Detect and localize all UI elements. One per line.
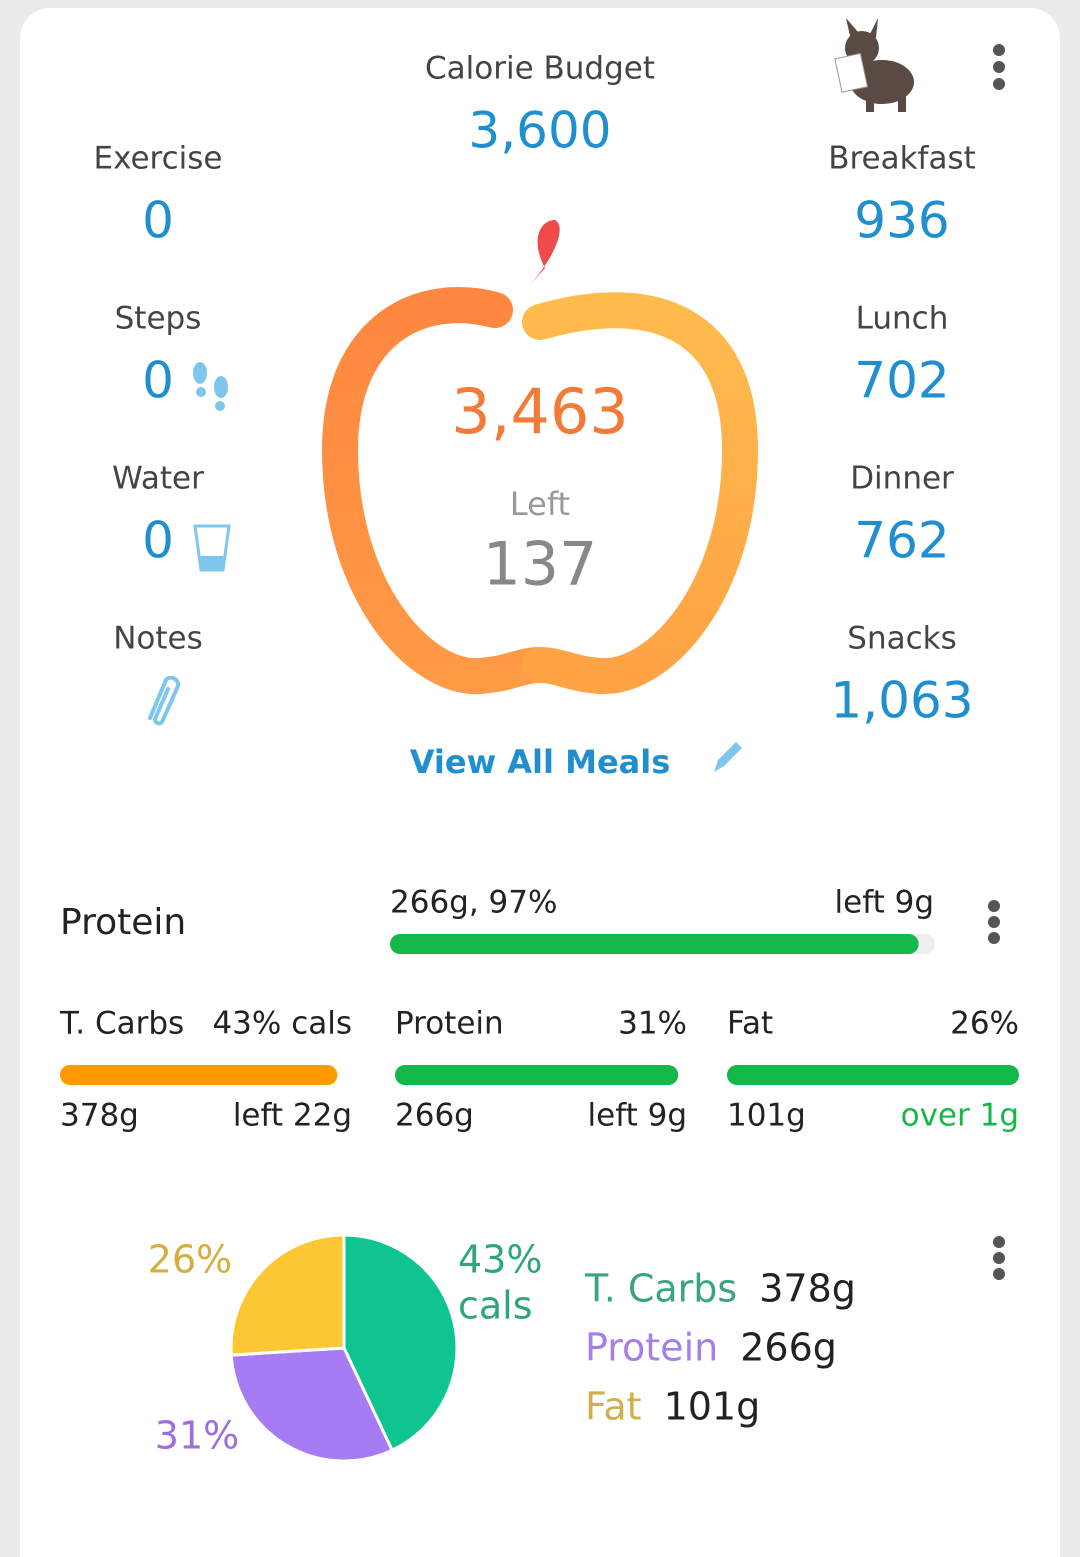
snacks-label: Snacks bbox=[847, 621, 956, 657]
goal-amount: 266g, 97% bbox=[390, 885, 557, 921]
fat-slice-label: 26% bbox=[148, 1238, 232, 1282]
carbs-slice-label: 43% bbox=[458, 1238, 542, 1282]
view-all-link[interactable]: View All Meals bbox=[410, 743, 671, 781]
legend-name: T. Carbs bbox=[584, 1267, 737, 1311]
protein-share: 31% bbox=[618, 1006, 687, 1042]
edit-icon[interactable] bbox=[714, 742, 742, 772]
fat-amount: 101g bbox=[727, 1098, 806, 1134]
protein-amount: 266g bbox=[395, 1098, 474, 1134]
apple-left bbox=[321, 287, 558, 695]
legend-amount: 378g bbox=[759, 1267, 856, 1311]
apple-gauge bbox=[321, 220, 759, 695]
notes-icon bbox=[148, 675, 181, 726]
goal-menu[interactable] bbox=[988, 900, 1000, 944]
carbs-slice-unit: cals bbox=[458, 1284, 533, 1328]
water[interactable]: Water 0 bbox=[112, 461, 231, 572]
pie-menu[interactable] bbox=[993, 1236, 1005, 1280]
lunch-label: Lunch bbox=[856, 301, 949, 337]
carbs-remaining: left 22g bbox=[233, 1098, 352, 1134]
legend-name: Protein bbox=[585, 1326, 718, 1370]
legend-amount: 266g bbox=[740, 1326, 837, 1370]
fat-share: 26% bbox=[950, 1006, 1019, 1042]
left-label: Left bbox=[510, 485, 570, 523]
legend: T. Carbs 378g Protein 266g Fat 101g bbox=[584, 1267, 856, 1429]
progress-bar bbox=[60, 1065, 338, 1085]
view-all-meals[interactable]: View All Meals bbox=[410, 742, 742, 781]
notes[interactable]: Notes bbox=[113, 621, 203, 726]
steps-icon bbox=[193, 362, 228, 411]
lunch-value: 702 bbox=[854, 352, 949, 410]
notes-label: Notes bbox=[113, 621, 203, 657]
carbs-share: 43% cals bbox=[212, 1006, 352, 1042]
budget-label: Calorie Budget bbox=[425, 51, 655, 87]
breakfast-label: Breakfast bbox=[828, 141, 976, 177]
eaten-value: 3,463 bbox=[451, 375, 629, 448]
dinner-label: Dinner bbox=[850, 461, 954, 497]
exercise-label: Exercise bbox=[94, 141, 223, 177]
card bbox=[20, 8, 1060, 1557]
steps-value: 0 bbox=[142, 352, 174, 410]
apple-stem bbox=[530, 220, 560, 285]
progress-bar bbox=[727, 1065, 1019, 1085]
left-value: 137 bbox=[483, 530, 598, 600]
mascot bbox=[834, 18, 914, 112]
progress-bar bbox=[395, 1065, 679, 1085]
legend-amount: 101g bbox=[664, 1385, 761, 1429]
fat-remaining: over 1g bbox=[901, 1098, 1019, 1134]
water-value: 0 bbox=[142, 512, 174, 570]
exercise-value: 0 bbox=[142, 192, 174, 250]
water-fill bbox=[199, 556, 225, 570]
pie-slice bbox=[229, 1346, 395, 1463]
apple-right bbox=[522, 292, 759, 695]
pie-slice bbox=[229, 1233, 346, 1357]
goal-remaining: left 9g bbox=[835, 885, 934, 921]
protein-slice-label: 31% bbox=[155, 1414, 239, 1458]
exercise[interactable]: Exercise 0 bbox=[94, 141, 223, 250]
steps[interactable]: Steps 0 bbox=[115, 301, 228, 412]
bars bbox=[60, 934, 1019, 1085]
steps-label: Steps bbox=[115, 301, 202, 337]
carbs-name: T. Carbs bbox=[59, 1006, 184, 1042]
menu-button[interactable] bbox=[993, 44, 1005, 90]
fat-name: Fat bbox=[727, 1006, 773, 1042]
protein-name: Protein bbox=[395, 1006, 504, 1042]
snacks-value: 1,063 bbox=[830, 672, 973, 730]
goal-label: Protein bbox=[60, 902, 186, 943]
protein-remaining: left 9g bbox=[588, 1098, 687, 1134]
pie-slice bbox=[342, 1233, 459, 1453]
legend-name: Fat bbox=[585, 1385, 642, 1429]
budget-value: 3,600 bbox=[468, 102, 611, 160]
breakfast-value: 936 bbox=[854, 192, 949, 250]
water-label: Water bbox=[112, 461, 204, 497]
pie bbox=[229, 1233, 459, 1463]
dinner-value: 762 bbox=[854, 512, 949, 570]
carbs-amount: 378g bbox=[60, 1098, 139, 1134]
progress-bar bbox=[390, 934, 919, 954]
